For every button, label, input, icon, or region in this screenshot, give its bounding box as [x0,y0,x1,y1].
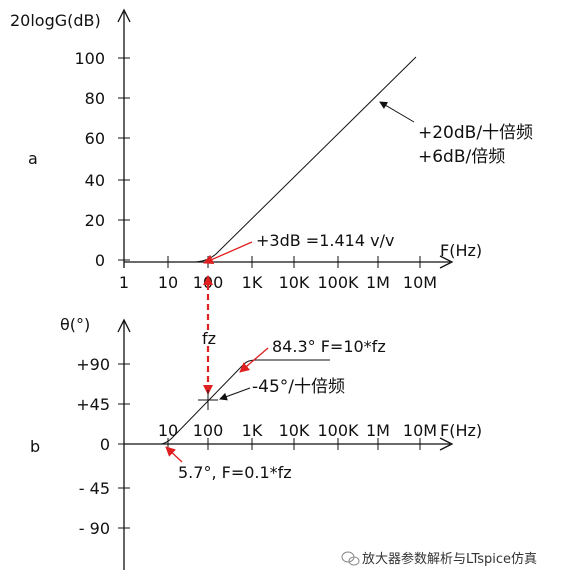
phase-x-tick-label: 1M [366,421,390,440]
phase-slope-note: -45°/十倍频 [252,377,345,397]
phase-x-tick-label: 10K [279,421,310,440]
phase-x-tick-label: 10M [403,421,437,440]
slope-note-decade: +20dB/十倍频 [418,123,533,143]
magnitude-x-tick-label: 10M [403,273,437,292]
magnitude-x-tick-label: 1K [242,273,263,292]
slope-annotation-arrow [379,101,415,123]
wechat-icon [341,551,360,566]
phase-y-axis-label: θ(°) [60,315,90,334]
high-note: 84.3° F=10*fz [272,337,386,356]
magnitude-panel-label: a [28,149,38,168]
magnitude-x-tick-label: 10K [279,273,310,292]
phase-y-ticks: +90 +45 0 - 45 - 90 [76,355,130,538]
phase-y-tick-label: - 45 [79,479,110,498]
phase-plot: θ(°) b +90+450- 45- 90 10 100 1K 10K 100K 1M 1… [30,315,482,570]
corner-annotation-arrow [203,241,253,264]
phase-y-tick-label: - 90 [79,519,110,538]
phase-y-tick-label: +90 [76,355,110,374]
phase-x-tick-label: 100K [317,421,359,440]
magnitude-x-tick-label: 1M [366,273,390,292]
magnitude-y-axis-label: 20logG(dB) [10,11,101,30]
magnitude-x-tick-label: 10 [158,273,178,292]
corner-note: +3dB =1.414 v/v [256,231,394,250]
magnitude-x-axis-label: F(Hz) [440,241,482,260]
phase-x-axis-label: F(Hz) [440,421,482,440]
phase-x-tick-label: 100 [193,421,224,440]
fz-label: fz [202,329,216,348]
low-note: 5.7°, F=0.1*fz [178,463,292,482]
watermark-text: 放大器参数解析与LTspice仿真 [362,551,537,567]
phase-y-tick-label: 0 [100,435,110,454]
magnitude-x-tick-label: 100K [317,273,359,292]
magnitude-x-tick-label: 1 [119,273,129,292]
phase-panel-label: b [30,437,40,456]
magnitude-plot: 20logG(dB) a 100 80 60 40 20 0 1 10 100 1K 10K 100… [10,8,533,292]
magnitude-y-tick-label: 0 [95,251,105,270]
phase-x-tick-label: 10 [158,421,178,440]
watermark: 放大器参数解析与LTspice仿真 [341,551,537,567]
high-note-arrow [239,347,269,373]
phase-x-tick-label: 1K [242,421,263,440]
slope-phase-arrow [219,387,251,401]
magnitude-y-tick-label: 100 [74,49,105,68]
phase-y-tick-label: +45 [76,395,110,414]
phase-x-ticks: 10 100 1K 10K 100K 1M 10M [158,421,437,450]
magnitude-y-tick-label: 40 [85,171,105,190]
slope-note-octave: +6dB/倍频 [418,147,505,167]
magnitude-y-tick-label: 60 [85,129,105,148]
magnitude-y-tick-label: 20 [85,211,105,230]
low-note-arrow [165,446,183,463]
magnitude-y-ticks: 100 80 60 40 20 0 [74,49,130,270]
magnitude-y-tick-label: 80 [85,89,105,108]
